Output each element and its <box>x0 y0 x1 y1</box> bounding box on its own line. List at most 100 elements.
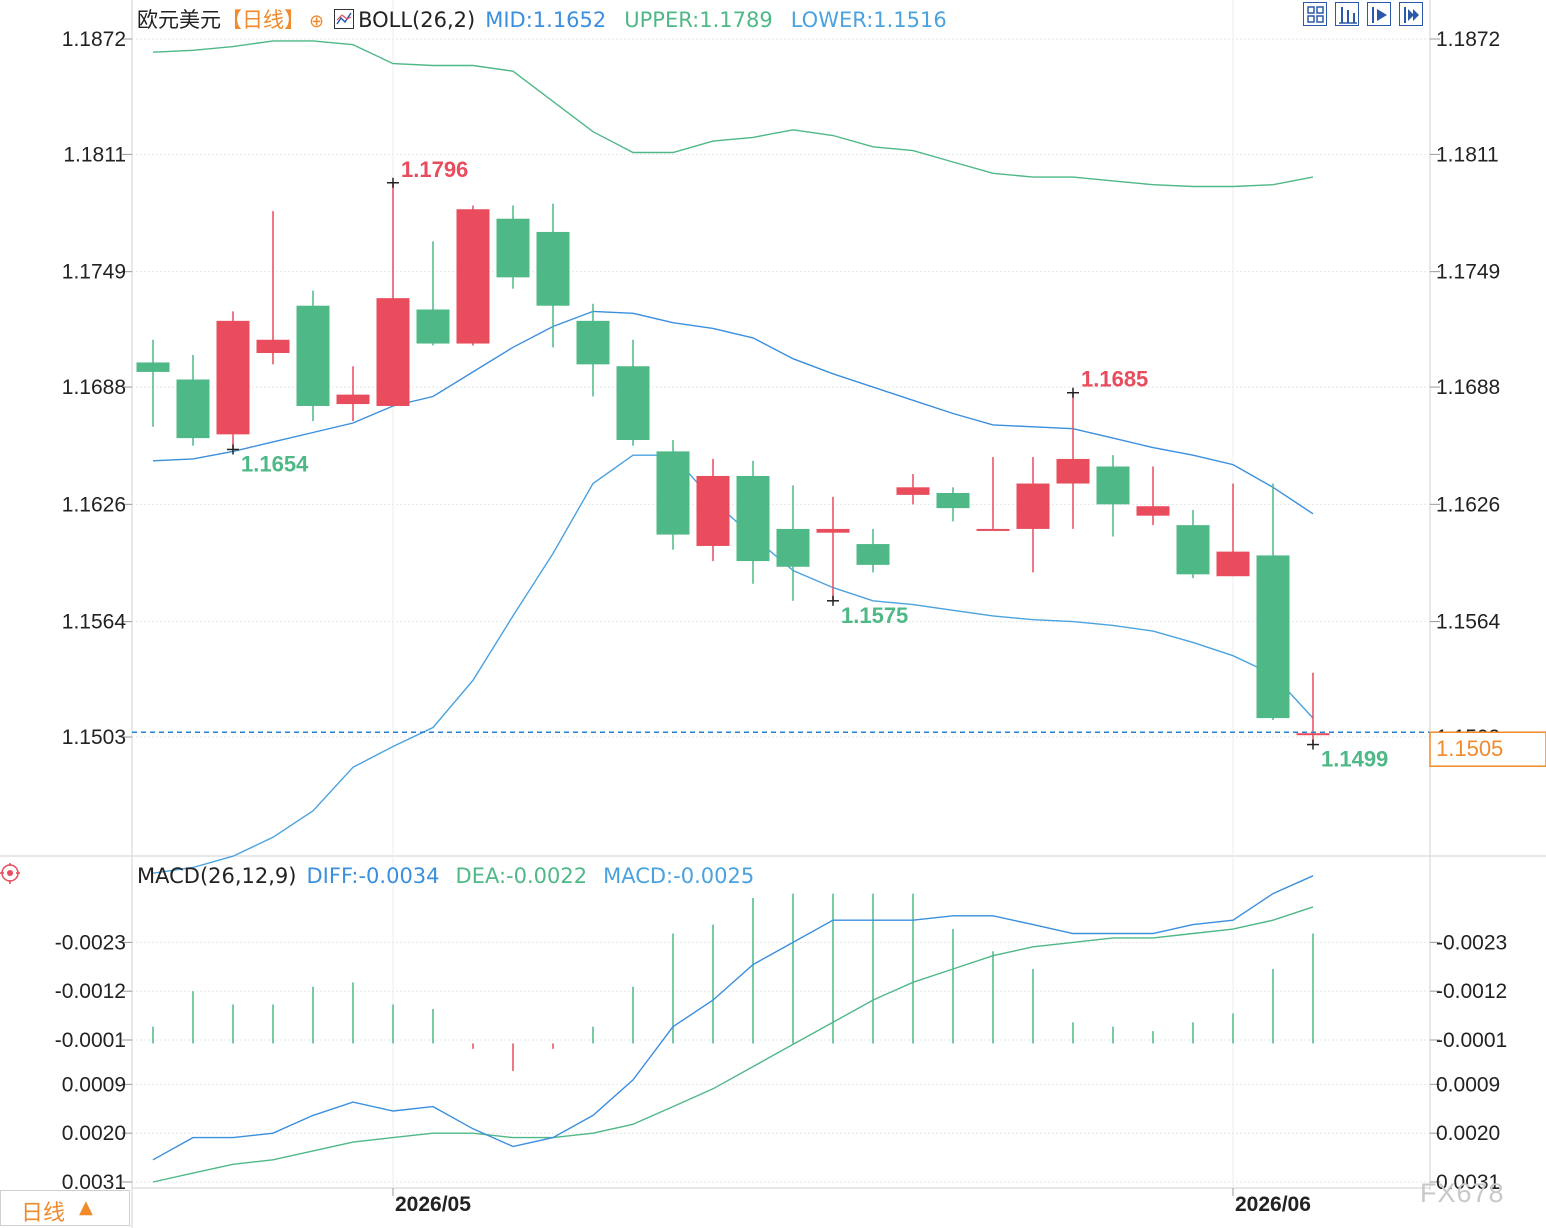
annotation-label: 1.1796 <box>401 157 468 182</box>
candle <box>1216 483 1250 577</box>
y-tick-label: 0.0031 <box>62 1171 126 1194</box>
candle <box>776 485 810 601</box>
boll-mid-line <box>152 310 1314 515</box>
candle <box>536 203 570 348</box>
macd-macd-value: MACD:-0.0025 <box>603 864 755 888</box>
price-axis-left: 1.1872 1.1811 1.1749 1.1688 1.1626 1.1564 1.15… <box>62 28 132 749</box>
macd-histogram <box>152 893 1314 1072</box>
watermark: FX678 <box>1420 1178 1505 1208</box>
candle-body <box>1296 733 1330 736</box>
chevron-up-icon: ▲ <box>79 1197 93 1218</box>
indicator-chart-icon[interactable] <box>334 9 355 29</box>
candle-body <box>136 362 170 372</box>
annotation-label: 1.1654 <box>241 451 309 476</box>
boll-indicator-name: BOLL(26,2) <box>358 8 476 32</box>
add-indicator-icon[interactable]: ⊕ <box>309 11 325 32</box>
y-tick-label: -0.0023 <box>1436 931 1507 954</box>
candle-body <box>416 309 450 344</box>
candle <box>336 366 370 422</box>
period-button[interactable]: 日线 ▲ <box>0 1190 130 1226</box>
boll-upper-line <box>152 40 1314 188</box>
y-tick-label: 1.1749 <box>1436 261 1500 284</box>
boll-mid-value: MID:1.1652 <box>485 8 607 32</box>
y-tick-label: 0.0031 <box>1436 1171 1500 1194</box>
candle-body <box>816 528 850 533</box>
candle <box>696 458 730 562</box>
candle-body <box>216 320 250 435</box>
target-icon[interactable] <box>0 863 20 884</box>
diff-line <box>152 875 1314 1161</box>
candle <box>936 487 970 522</box>
candle-body <box>856 544 890 565</box>
candle-body <box>376 298 410 406</box>
bollinger-bands <box>152 40 1314 874</box>
y-tick-label: -0.0001 <box>1436 1029 1507 1052</box>
candle-body <box>1256 555 1290 719</box>
macd-dea-value: DEA:-0.0022 <box>455 864 588 888</box>
y-tick-label: -0.0012 <box>1436 980 1507 1003</box>
candle-body <box>896 487 930 495</box>
candle-body <box>976 528 1010 531</box>
candle-body <box>456 209 490 344</box>
play-icon[interactable] <box>1367 2 1391 26</box>
candle <box>256 211 290 365</box>
annotation-label: 1.1575 <box>841 603 908 628</box>
candle-body <box>1016 483 1050 529</box>
y-tick-label: 1.1872 <box>1436 28 1500 51</box>
forward-icon[interactable] <box>1399 2 1423 26</box>
macd-axis-right: 0.0031 0.0020 0.0009 -0.0001 -0.0012 -0.0023 <box>1430 931 1507 1194</box>
candle-body <box>336 394 370 405</box>
candle <box>176 354 210 446</box>
y-tick-label: 0.0020 <box>62 1122 126 1145</box>
candle-body <box>1136 506 1170 516</box>
candle-body <box>1176 525 1210 575</box>
macd-legend: MACD(26,12,9) DIFF:-0.0034 DEA:-0.0022 MACD… <box>137 864 754 888</box>
macd-axis-left: 0.0031 0.0020 0.0009 -0.0001 -0.0012 -0.0023 <box>55 931 132 1194</box>
candle-body <box>1216 551 1250 577</box>
current-price-value: 1.1505 <box>1436 736 1503 761</box>
y-tick-label: -0.0001 <box>55 1029 126 1052</box>
candle-body <box>536 231 570 306</box>
candle-body <box>656 451 690 535</box>
y-tick-label: -0.0023 <box>55 931 126 954</box>
price-annotations: 1.1796 1.1654 1.1575 1.1685 1.1499 <box>227 157 1388 772</box>
candle <box>376 182 410 406</box>
candle <box>1296 672 1330 745</box>
candle <box>1176 510 1210 579</box>
candlestick-series <box>136 182 1330 745</box>
boll-lower-line <box>152 454 1314 874</box>
candle <box>896 474 930 505</box>
y-tick-label: 1.1626 <box>62 493 126 516</box>
candle <box>616 339 650 446</box>
y-tick-label: 1.1749 <box>62 261 126 284</box>
y-tick-label: 0.0009 <box>1436 1073 1500 1096</box>
candle-body <box>576 320 610 365</box>
candle-body <box>496 218 530 278</box>
period-label[interactable]: 【日线】 <box>221 8 305 32</box>
grid-icon[interactable] <box>1303 2 1327 26</box>
candle-body <box>1056 458 1090 484</box>
y-tick-label: 0.0020 <box>1436 1122 1500 1145</box>
candle <box>216 311 250 450</box>
y-tick-label: -0.0012 <box>55 980 126 1003</box>
bar-chart-icon[interactable] <box>1335 2 1359 26</box>
candle <box>736 460 770 584</box>
y-tick-label: 1.1564 <box>62 611 127 634</box>
annotation-label: 1.1685 <box>1081 367 1148 392</box>
y-tick-label: 1.1811 <box>1436 143 1499 166</box>
candle-body <box>776 528 810 567</box>
candle-body <box>736 475 770 562</box>
boll-upper-value: UPPER:1.1789 <box>624 8 773 32</box>
candle <box>656 440 690 550</box>
annotation-label: 1.1499 <box>1321 747 1388 772</box>
candle <box>1136 466 1170 526</box>
candle-body <box>1096 466 1130 505</box>
macd-diff-value: DIFF:-0.0034 <box>306 864 440 888</box>
instrument-name: 欧元美元 <box>137 8 221 32</box>
candle <box>816 496 850 601</box>
candle-body <box>936 492 970 509</box>
y-tick-label: 1.1688 <box>1436 376 1500 399</box>
candle <box>416 241 450 346</box>
candle-body <box>176 379 210 439</box>
